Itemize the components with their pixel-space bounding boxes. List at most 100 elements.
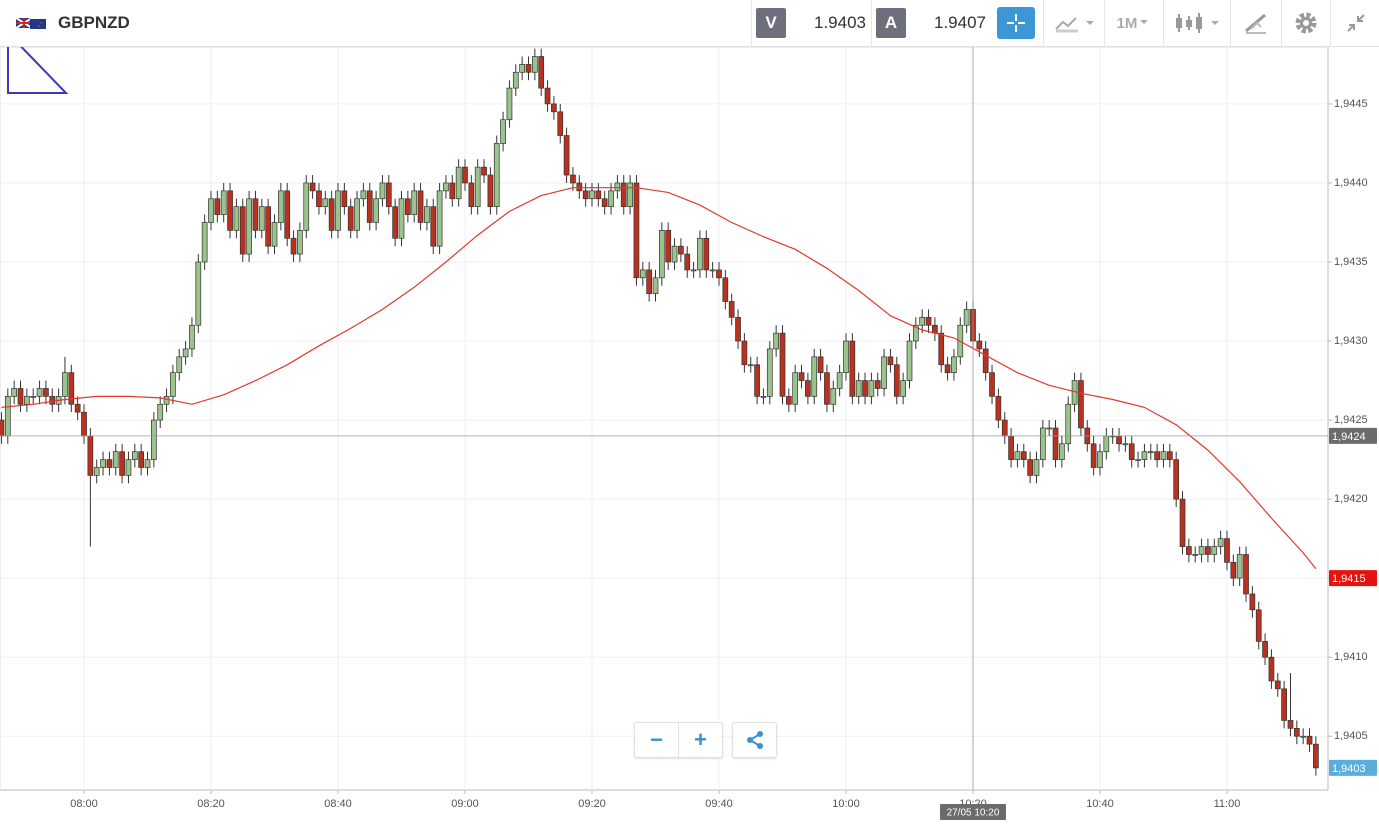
candle-body	[176, 356, 183, 374]
sell-price: 1.9403	[814, 13, 866, 32]
y-tick-label: 1,9440	[1334, 177, 1368, 189]
candle-body	[0, 419, 5, 437]
candle-body	[817, 356, 824, 374]
candle-body	[11, 388, 18, 397]
candle-body	[182, 348, 189, 358]
candle-body	[1090, 443, 1097, 468]
buy-box[interactable]: A 1.9407	[871, 0, 990, 46]
y-tick-label: 1,9435	[1334, 256, 1368, 268]
candle-body	[430, 206, 437, 247]
candle-body	[989, 372, 995, 397]
y-tick-label: 1,9430	[1334, 335, 1368, 347]
candle-body	[271, 222, 278, 247]
candle-body	[1160, 451, 1167, 460]
candle-body	[1014, 451, 1021, 460]
settings-button[interactable]	[1281, 0, 1330, 46]
triangle-drawing[interactable]	[7, 30, 69, 94]
candle-body	[106, 459, 113, 468]
candle-body	[582, 190, 589, 200]
collapse-button[interactable]	[1330, 0, 1379, 46]
candle-body	[601, 198, 608, 208]
candle-body	[462, 166, 468, 184]
candle-body	[404, 198, 411, 215]
candle-body	[227, 190, 233, 231]
share-control	[732, 722, 777, 758]
candle-body	[1198, 546, 1205, 555]
candle-body	[557, 111, 564, 136]
candle-body	[912, 324, 919, 342]
zoom-in-button[interactable]: +	[694, 727, 707, 752]
candle-body	[417, 190, 424, 223]
candle-body	[1306, 735, 1313, 745]
candle-body	[1052, 427, 1059, 460]
moving-average-line	[1, 187, 1317, 570]
x-tick-label: 11:00	[1214, 798, 1241, 810]
candle-body	[1039, 427, 1046, 460]
candle-body	[1147, 451, 1154, 454]
average-price-tag: 1,9415	[1332, 573, 1366, 585]
candle-body	[658, 230, 665, 279]
candle-body	[1224, 538, 1230, 563]
candle-body	[347, 206, 354, 231]
period-button[interactable]: 1M	[1104, 0, 1163, 46]
candle-body	[678, 245, 684, 255]
candle-body	[690, 269, 697, 272]
x-tick-label: 10:00	[832, 798, 860, 810]
candle-body	[195, 261, 202, 326]
candle-body	[1230, 562, 1237, 579]
candle-body	[1274, 680, 1281, 690]
candle-body	[506, 87, 513, 121]
x-tick-label: 08:00	[70, 798, 98, 810]
candle-body	[455, 166, 462, 200]
flag-icon	[14, 0, 48, 46]
drawing-tools-button[interactable]	[1230, 0, 1281, 46]
candle-body	[81, 411, 87, 437]
candle-body	[843, 340, 849, 374]
crosshair-button[interactable]	[996, 0, 1036, 46]
symbol: GBPNZD	[58, 13, 130, 32]
x-tick-label: 09:20	[578, 798, 606, 810]
candle-body	[1249, 593, 1256, 611]
candle-body	[131, 451, 138, 460]
y-tick-label: 1,9410	[1334, 651, 1368, 663]
candle-body	[982, 348, 989, 374]
candle-body	[24, 396, 30, 405]
zoom-out-button[interactable]: −	[635, 723, 679, 757]
candle-body	[1236, 554, 1243, 579]
candle-body	[157, 403, 164, 421]
candle-body	[487, 174, 494, 208]
candle-body	[938, 332, 945, 366]
candle-body	[239, 206, 246, 255]
candle-body	[1217, 538, 1224, 547]
candle-body	[652, 277, 659, 294]
candle-body	[925, 316, 932, 326]
buy-label: A	[876, 8, 906, 38]
candle-body	[214, 198, 221, 215]
candle-body	[449, 182, 456, 200]
candle-body	[265, 206, 272, 247]
candle-body	[100, 459, 106, 468]
chart-type-button[interactable]	[1043, 0, 1104, 46]
buy-price: 1.9407	[934, 13, 986, 32]
candle-body	[1262, 641, 1268, 658]
candle-body	[1287, 720, 1294, 729]
plot-area	[0, 46, 1329, 791]
share-button[interactable]	[733, 723, 776, 757]
y-tick-label: 1,9405	[1334, 730, 1368, 742]
candle-body	[373, 198, 379, 223]
zoom-controls: − +	[634, 722, 723, 758]
candle-body	[474, 166, 481, 208]
candles-button[interactable]	[1163, 0, 1230, 46]
candle-body	[805, 380, 811, 397]
candle-body	[468, 182, 475, 208]
candle-body	[93, 467, 100, 476]
candle-body	[151, 419, 157, 460]
candle-body	[665, 230, 672, 263]
candle-body	[697, 237, 703, 271]
candle-body	[722, 277, 729, 302]
candle-body	[335, 190, 341, 231]
sell-box[interactable]: V 1.9403	[751, 0, 870, 46]
candle-body	[1281, 688, 1287, 721]
